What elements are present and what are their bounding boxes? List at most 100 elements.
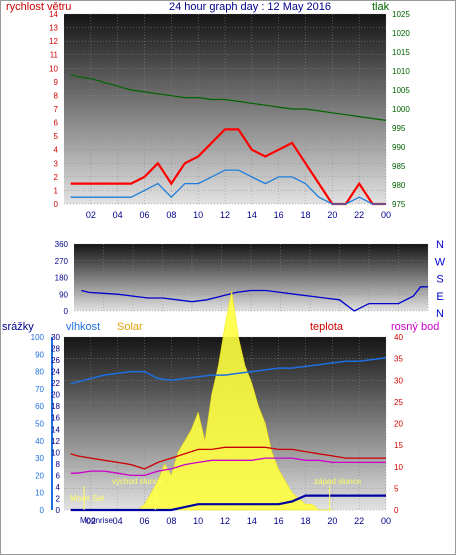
time-tick-label: 00 — [381, 516, 391, 526]
time-tick-label: 06 — [139, 210, 149, 220]
rain-tick-label: 80 — [35, 368, 44, 377]
temperature-tick-label: 40 — [394, 333, 403, 342]
wind-speed-tick-label: 14 — [49, 10, 58, 19]
humidity-tick-label: 28 — [51, 345, 60, 354]
wind-direction-tick-label: 0 — [64, 307, 69, 316]
temperature-tick-label: 15 — [394, 441, 403, 450]
time-tick-label: 12 — [220, 516, 230, 526]
humidity-tick-label: 16 — [51, 414, 60, 423]
rain-tick-label: 10 — [35, 489, 44, 498]
compass-label-e: E — [436, 291, 443, 303]
wind-direction-tick-label: 180 — [55, 274, 69, 283]
time-tick-label: 04 — [113, 516, 123, 526]
pressure-tick-label: 1010 — [392, 67, 410, 76]
temperature-tick-label: 10 — [394, 463, 403, 472]
rain-tick-label: 0 — [40, 506, 45, 515]
pressure-tick-label: 975 — [392, 200, 406, 209]
wind-speed-tick-label: 11 — [50, 51, 59, 60]
wind-average-line — [70, 169, 386, 205]
humidity-tick-label: 18 — [51, 402, 60, 411]
wind-direction-tick-label: 270 — [55, 257, 69, 266]
wind-speed-tick-label: 8 — [54, 91, 59, 100]
pressure-tick-label: 1000 — [392, 105, 410, 114]
temperature-tick-label: 20 — [394, 420, 403, 429]
compass-label-n: N — [436, 239, 444, 251]
wind-speed-tick-label: 5 — [54, 132, 59, 141]
temperature-tick-label: 35 — [394, 355, 403, 364]
time-tick-label: 20 — [327, 210, 337, 220]
wind-speed-tick-label: 2 — [54, 173, 59, 182]
wind-axis-title: rychlost větru — [6, 1, 71, 13]
time-tick-label: 02 — [86, 210, 96, 220]
wind-direction-line — [81, 286, 428, 312]
humidity-axis-title: vlhkost — [66, 321, 100, 333]
pressure-tick-label: 1025 — [392, 10, 410, 19]
wind-speed-tick-label: 10 — [49, 64, 58, 73]
wind-speed-tick-label: 3 — [54, 159, 59, 168]
wind-speed-tick-label: 6 — [54, 119, 59, 128]
humidity-tick-label: 6 — [56, 471, 61, 480]
time-tick-label: 18 — [300, 210, 310, 220]
pressure-tick-label: 1005 — [392, 86, 410, 95]
humidity-tick-label: 20 — [51, 391, 60, 400]
rain-tick-label: 30 — [35, 454, 44, 463]
temperature-tick-label: 5 — [394, 484, 399, 493]
pressure-axis-title: tlak — [372, 1, 390, 13]
temperature-tick-label: 0 — [394, 506, 399, 515]
time-tick-label: 22 — [354, 516, 364, 526]
wind-direction-tick-label: 360 — [55, 240, 69, 249]
humidity-tick-label: 8 — [56, 460, 61, 469]
compass-label-s: S — [436, 274, 443, 286]
pressure-tick-label: 1020 — [392, 29, 410, 38]
time-tick-label: 20 — [327, 516, 337, 526]
pressure-tick-label: 980 — [392, 181, 406, 190]
wind-speed-tick-label: 7 — [54, 105, 59, 114]
wind-speed-tick-label: 13 — [49, 24, 58, 33]
time-tick-label: 08 — [166, 516, 176, 526]
sunset-label: západ slunce — [314, 477, 362, 486]
sunrise-label: východ slunce — [112, 477, 163, 486]
rain-tick-label: 100 — [31, 333, 45, 342]
humidity-tick-label: 24 — [51, 368, 60, 377]
time-tick-label: 18 — [300, 516, 310, 526]
wind-panel-background — [64, 14, 386, 204]
temperature-axis-title: teplota — [310, 321, 344, 333]
time-tick-label: 10 — [193, 516, 203, 526]
pressure-tick-label: 995 — [392, 124, 406, 133]
moonrise-label: Moonrise — [80, 516, 113, 525]
time-tick-label: 16 — [274, 210, 284, 220]
moon-set-label: Moon Set — [70, 494, 105, 503]
rain-tick-label: 70 — [35, 385, 44, 394]
dew-point-axis-title: rosný bod — [391, 321, 439, 333]
humidity-tick-label: 14 — [51, 425, 60, 434]
humidity-tick-label: 2 — [56, 494, 61, 503]
chart-title: 24 hour graph day : 12 May 2016 — [169, 1, 331, 13]
humidity-tick-label: 30 — [51, 333, 60, 342]
wind-speed-tick-label: 12 — [49, 37, 58, 46]
humidity-tick-label: 10 — [51, 448, 60, 457]
time-tick-label: 16 — [274, 516, 284, 526]
temperature-tick-label: 30 — [394, 376, 403, 385]
humidity-tick-label: 0 — [56, 506, 61, 515]
pressure-tick-label: 985 — [392, 162, 406, 171]
rain-tick-label: 60 — [35, 402, 44, 411]
rain-tick-label: 50 — [35, 420, 44, 429]
time-tick-label: 06 — [139, 516, 149, 526]
humidity-tick-label: 12 — [51, 437, 60, 446]
rain-tick-label: 40 — [35, 437, 44, 446]
humidity-tick-label: 4 — [56, 483, 61, 492]
humidity-tick-label: 26 — [51, 356, 60, 365]
humidity-tick-label: 22 — [51, 379, 60, 388]
time-tick-label: 12 — [220, 210, 230, 220]
pressure-line — [70, 74, 387, 121]
compass-label-n: N — [436, 308, 444, 320]
time-tick-label: 08 — [166, 210, 176, 220]
wind-speed-tick-label: 9 — [54, 78, 59, 87]
time-tick-label: 22 — [354, 210, 364, 220]
wind-speed-tick-label: 1 — [54, 186, 59, 195]
time-tick-label: 14 — [247, 516, 257, 526]
compass-label-w: W — [435, 256, 446, 268]
solar-area — [137, 290, 333, 511]
rain-axis-title: srážky — [2, 321, 34, 333]
temperature-tick-label: 25 — [394, 398, 403, 407]
